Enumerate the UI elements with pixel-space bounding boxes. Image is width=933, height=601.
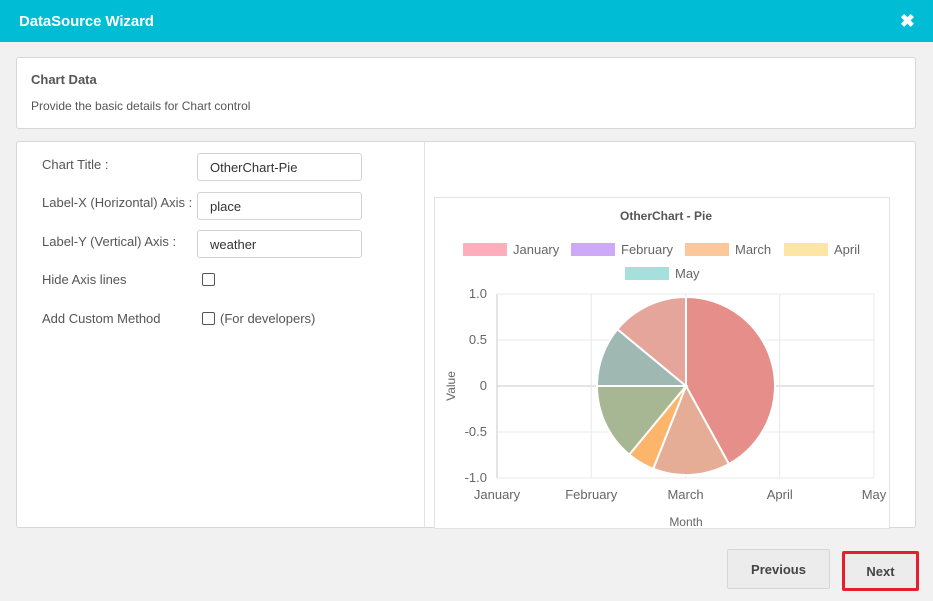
legend-label-march[interactable]: March	[735, 242, 771, 257]
previous-button[interactable]: Previous	[727, 549, 830, 589]
y-tick-label: -0.5	[465, 424, 487, 439]
chart-preview: OtherChart - Pie January February March Apr…	[434, 197, 890, 529]
pie-slice-2[interactable]	[651, 383, 731, 476]
x-tick-label: February	[565, 487, 618, 502]
legend-label-may[interactable]: May	[675, 266, 700, 281]
y-tick-label: 0.5	[469, 332, 487, 347]
y-axis-title: Value	[444, 371, 458, 401]
x-tick-label: January	[474, 487, 521, 502]
legend-swatch-january[interactable]	[463, 243, 507, 256]
close-icon[interactable]: ✖	[899, 11, 915, 31]
label-x-label: Label-X (Horizontal) Axis :	[42, 195, 193, 210]
next-button[interactable]: Next	[842, 551, 919, 591]
legend-label-february[interactable]: February	[621, 242, 674, 257]
legend-swatch-april[interactable]	[784, 243, 828, 256]
custom-method-hint: (For developers)	[220, 311, 316, 326]
label-y-label: Label-Y (Vertical) Axis :	[42, 234, 177, 249]
legend-swatch-may[interactable]	[625, 267, 669, 280]
section-description: Provide the basic details for Chart cont…	[31, 99, 251, 113]
y-tick-label: -1.0	[465, 470, 487, 485]
x-axis-title: Month	[669, 515, 702, 529]
x-tick-label: April	[767, 487, 793, 502]
x-tick-label: May	[862, 487, 887, 502]
y-tick-label: 0	[480, 378, 487, 393]
chart-title-label: Chart Title :	[42, 157, 109, 172]
x-tick-label: March	[667, 487, 703, 502]
pie-slice-1[interactable]	[685, 295, 776, 466]
chart-title: OtherChart - Pie	[620, 209, 712, 223]
label-x-input[interactable]	[197, 192, 362, 220]
legend-label-january[interactable]: January	[513, 242, 560, 257]
legend-label-april[interactable]: April	[834, 242, 860, 257]
hide-axis-label: Hide Axis lines	[42, 272, 127, 287]
custom-method-checkbox[interactable]	[202, 312, 215, 325]
custom-method-label: Add Custom Method	[42, 311, 161, 326]
legend-swatch-march[interactable]	[685, 243, 729, 256]
label-y-input[interactable]	[197, 230, 362, 258]
panel-divider	[424, 142, 425, 527]
hide-axis-checkbox[interactable]	[202, 273, 215, 286]
info-panel: Chart Data Provide the basic details for…	[16, 57, 916, 129]
section-title: Chart Data	[31, 72, 97, 87]
dialog-title: DataSource Wizard	[19, 12, 154, 30]
y-tick-label: 1.0	[469, 286, 487, 301]
pie-chart: OtherChart - Pie January February March Apr…	[444, 209, 887, 529]
chart-title-input[interactable]	[197, 153, 362, 181]
pie-slice-6[interactable]	[616, 295, 687, 389]
dialog-header: DataSource Wizard ✖	[0, 0, 933, 42]
pie-slice-4[interactable]	[595, 385, 689, 456]
legend-swatch-february[interactable]	[571, 243, 615, 256]
